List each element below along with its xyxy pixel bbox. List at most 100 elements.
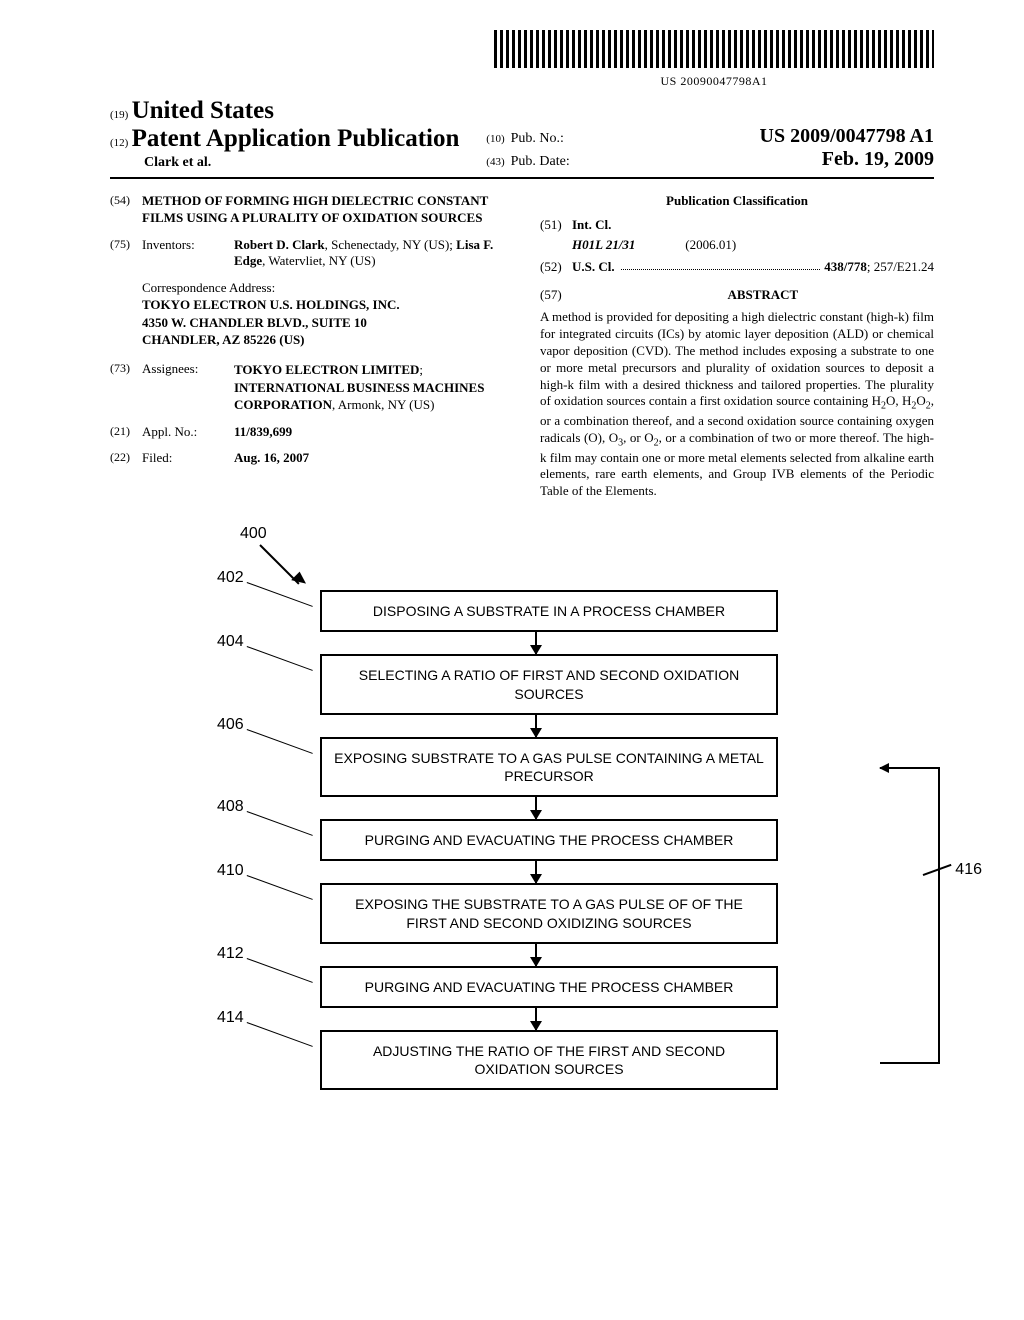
header: (19) United States (12) Patent Applicati… [110,97,934,179]
flowchart-step: 414ADJUSTING THE RATIO OF THE FIRST AND … [320,1030,778,1090]
assignees-label: Assignees: [142,361,234,414]
flowchart-step-ref: 414 [217,1008,244,1029]
flowchart-step-text: EXPOSING THE SUBSTRATE TO A GAS PULSE OF… [334,895,764,931]
flowchart-step-ref: 404 [217,632,244,653]
assignees-value: TOKYO ELECTRON LIMITED; INTERNATIONAL BU… [234,361,504,414]
flowchart-step-ref: 402 [217,568,244,589]
flowchart-ref-line [240,811,313,855]
correspondence-address: Correspondence Address: TOKYO ELECTRON U… [142,279,504,349]
barcode-text: US 20090047798A1 [494,74,934,89]
flowchart-arrow [535,944,537,966]
flowchart-step: 404SELECTING A RATIO OF FIRST AND SECOND… [320,654,778,714]
flowchart-ref-line [240,646,313,690]
barcode-block: US 20090047798A1 [110,30,934,89]
filed-label: Filed: [142,450,234,466]
right-column: Publication Classification (51) Int. Cl.… [522,193,934,500]
filed-value: Aug. 16, 2007 [234,450,504,466]
flowchart-arrow [535,632,537,654]
flowchart-step: 412PURGING AND EVACUATING THE PROCESS CH… [320,966,778,1008]
flowchart-step: 408PURGING AND EVACUATING THE PROCESS CH… [320,819,778,861]
uscl-field: (52) U.S. Cl. 438/778 ; 257/E21.24 [540,259,934,275]
code-73: (73) [110,361,142,414]
code-54: (54) [110,193,142,227]
applno-label: Appl. No.: [142,424,234,440]
code-19: (19) [110,109,128,121]
flowchart-arrow [535,1008,537,1030]
publication-number: US 2009/0047798 A1 [760,125,934,148]
flowchart: 400 402DISPOSING A SUBSTRATE IN A PROCES… [190,530,910,1090]
correspondence-label: Correspondence Address: [142,279,504,297]
patent-page: US 20090047798A1 (19) United States (12)… [0,0,1024,1130]
flowchart-loop-ref: 416 [955,861,982,879]
authors: Clark et al. [144,155,476,171]
code-12: (12) [110,137,128,149]
flowchart-step: 402DISPOSING A SUBSTRATE IN A PROCESS CH… [320,590,778,632]
code-10: (10) [486,133,504,145]
filed-field: (22) Filed: Aug. 16, 2007 [110,450,504,466]
flowchart-ref-line [240,875,313,919]
flowchart-arrow [535,715,537,737]
inventors-field: (75) Inventors: Robert D. Clark, Schenec… [110,237,504,269]
code-21: (21) [110,424,142,440]
uscl-primary: 438/778 [824,259,867,275]
flowchart-step-text: PURGING AND EVACUATING THE PROCESS CHAMB… [334,831,764,849]
flowchart-step-ref: 410 [217,861,244,882]
flowchart-arrow [535,797,537,819]
flowchart-arrow [535,861,537,883]
header-left: (19) United States (12) Patent Applicati… [110,97,476,171]
publication-type: Patent Application Publication [132,125,460,152]
pubdate-label: Pub. Date: [511,154,606,170]
correspondence-line3: CHANDLER, AZ 85226 (US) [142,331,504,349]
barcode [494,30,934,68]
flowchart-step: 406EXPOSING SUBSTRATE TO A GAS PULSE CON… [320,737,778,797]
intcl-class: H01L 21/31 [572,237,682,253]
flowchart-ref-line [240,1022,313,1066]
flowchart-step-ref: 406 [217,715,244,736]
inventors-label: Inventors: [142,237,234,269]
flowchart-step: 410EXPOSING THE SUBSTRATE TO A GAS PULSE… [320,883,778,943]
code-43: (43) [486,156,504,168]
flowchart-step-text: PURGING AND EVACUATING THE PROCESS CHAMB… [334,978,764,996]
correspondence-line1: TOKYO ELECTRON U.S. HOLDINGS, INC. [142,296,504,314]
code-22: (22) [110,450,142,466]
uscl-secondary: ; 257/E21.24 [867,259,934,275]
flowchart-ref: 400 [240,525,267,543]
uscl-dots [621,259,821,270]
flowchart-step-text: EXPOSING SUBSTRATE TO A GAS PULSE CONTAI… [334,749,764,785]
intcl-label: Int. Cl. [572,217,611,233]
code-52: (52) [540,259,572,275]
intcl-body: H01L 21/31 (2006.01) [572,237,934,253]
flowchart-step-text: ADJUSTING THE RATIO OF THE FIRST AND SEC… [334,1042,764,1078]
title-field: (54) METHOD OF FORMING HIGH DIELECTRIC C… [110,193,504,227]
intcl-edition: (2006.01) [685,237,736,252]
applno-field: (21) Appl. No.: 11/839,699 [110,424,504,440]
abstract-label: ABSTRACT [727,287,798,302]
header-right: (10) Pub. No.: US 2009/0047798 A1 (43) P… [476,97,934,171]
pubclass-title: Publication Classification [540,193,934,209]
flowchart-step-text: DISPOSING A SUBSTRATE IN A PROCESS CHAMB… [334,602,764,620]
pubno-label: Pub. No.: [511,131,606,147]
correspondence-line2: 4350 W. CHANDLER BLVD., SUITE 10 [142,314,504,332]
flowchart-steps: 402DISPOSING A SUBSTRATE IN A PROCESS CH… [190,590,910,1090]
code-75: (75) [110,237,142,269]
country: United States [132,97,274,124]
flowchart-step-text: SELECTING A RATIO OF FIRST AND SECOND OX… [334,666,764,702]
bibliographic-data: (54) METHOD OF FORMING HIGH DIELECTRIC C… [110,193,934,500]
flowchart-ref-line [240,958,313,1002]
flowchart-ref-line [240,729,313,773]
intcl-field: (51) Int. Cl. [540,217,934,233]
abstract-text: A method is provided for depositing a hi… [540,309,934,500]
code-57: (57) [540,287,562,303]
code-51: (51) [540,217,572,233]
uscl-label: U.S. Cl. [572,259,615,275]
left-column: (54) METHOD OF FORMING HIGH DIELECTRIC C… [110,193,522,500]
applno-value: 11/839,699 [234,424,504,440]
flowchart-step-ref: 408 [217,797,244,818]
publication-date: Feb. 19, 2009 [822,148,934,171]
inventors-value: Robert D. Clark, Schenectady, NY (US); L… [234,237,504,269]
flowchart-loop [880,767,940,1064]
flowchart-step-ref: 412 [217,944,244,965]
abstract-heading: (57) ABSTRACT [540,287,934,303]
assignees-field: (73) Assignees: TOKYO ELECTRON LIMITED; … [110,361,504,414]
invention-title: METHOD OF FORMING HIGH DIELECTRIC CONSTA… [142,193,504,227]
